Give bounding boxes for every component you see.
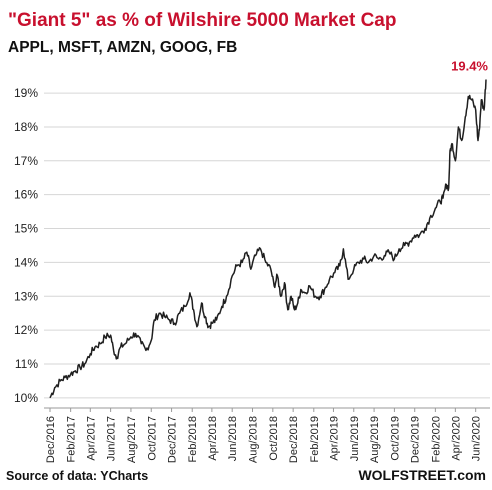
chart-title: "Giant 5" as % of Wilshire 5000 Market C… (8, 10, 396, 31)
y-tick-label: 11% (15, 357, 38, 371)
x-tick-label: Oct/2019 (389, 416, 401, 461)
series-line (49, 79, 487, 399)
x-tick-label: Jun/2020 (471, 416, 483, 461)
y-tick-label: 18% (14, 120, 38, 134)
source-note: Source of data: YCharts (6, 469, 148, 483)
x-tick-label: Apr/2019 (328, 416, 340, 461)
y-tick-label: 17% (14, 154, 38, 168)
y-tick-label: 19% (14, 86, 38, 100)
x-tick-label: Feb/2020 (430, 416, 442, 462)
y-tick-label: 16% (14, 188, 38, 202)
x-tick-label: Jun/2019 (349, 416, 361, 461)
brand-label: WOLFSTREET.com (358, 467, 486, 483)
y-tick-label: 13% (14, 289, 38, 303)
x-axis-ticks: Dec/2016 Feb/2017 Apr/2017 Jun/2017 Aug/2017… (45, 408, 483, 463)
y-tick-label: 14% (14, 255, 38, 269)
x-tick-label: Jun/2018 (227, 416, 239, 461)
x-tick-label: Feb/2017 (66, 416, 78, 462)
x-tick-label: Aug/2019 (369, 416, 381, 463)
chart-subtitle: APPL, MSFT, AMZN, GOOG, FB (8, 39, 237, 56)
y-tick-label: 10% (14, 391, 38, 405)
x-tick-label: Oct/2017 (146, 416, 158, 461)
last-value-annotation: 19.4% (451, 59, 488, 74)
y-axis-ticks: 10% 11% 12% 13% 14% 15% 16% 17% 18% 19% (14, 86, 38, 405)
x-tick-label: Feb/2018 (187, 416, 199, 462)
x-tick-label: Dec/2018 (288, 416, 300, 463)
x-tick-label: Dec/2017 (167, 416, 179, 463)
x-tick-label: Dec/2019 (410, 416, 422, 463)
x-tick-label: Apr/2020 (450, 416, 462, 461)
x-tick-label: Aug/2018 (248, 416, 260, 463)
x-tick-label: Aug/2017 (126, 416, 138, 463)
y-tick-label: 15% (14, 222, 38, 236)
x-tick-label: Apr/2017 (85, 416, 97, 461)
grid (44, 92, 490, 409)
x-tick-label: Apr/2018 (207, 416, 219, 461)
x-tick-label: Feb/2019 (309, 416, 321, 462)
y-tick-label: 12% (14, 323, 38, 337)
x-tick-label: Jun/2017 (106, 416, 118, 461)
x-tick-label: Dec/2016 (45, 416, 57, 463)
x-tick-label: Oct/2018 (268, 416, 280, 461)
